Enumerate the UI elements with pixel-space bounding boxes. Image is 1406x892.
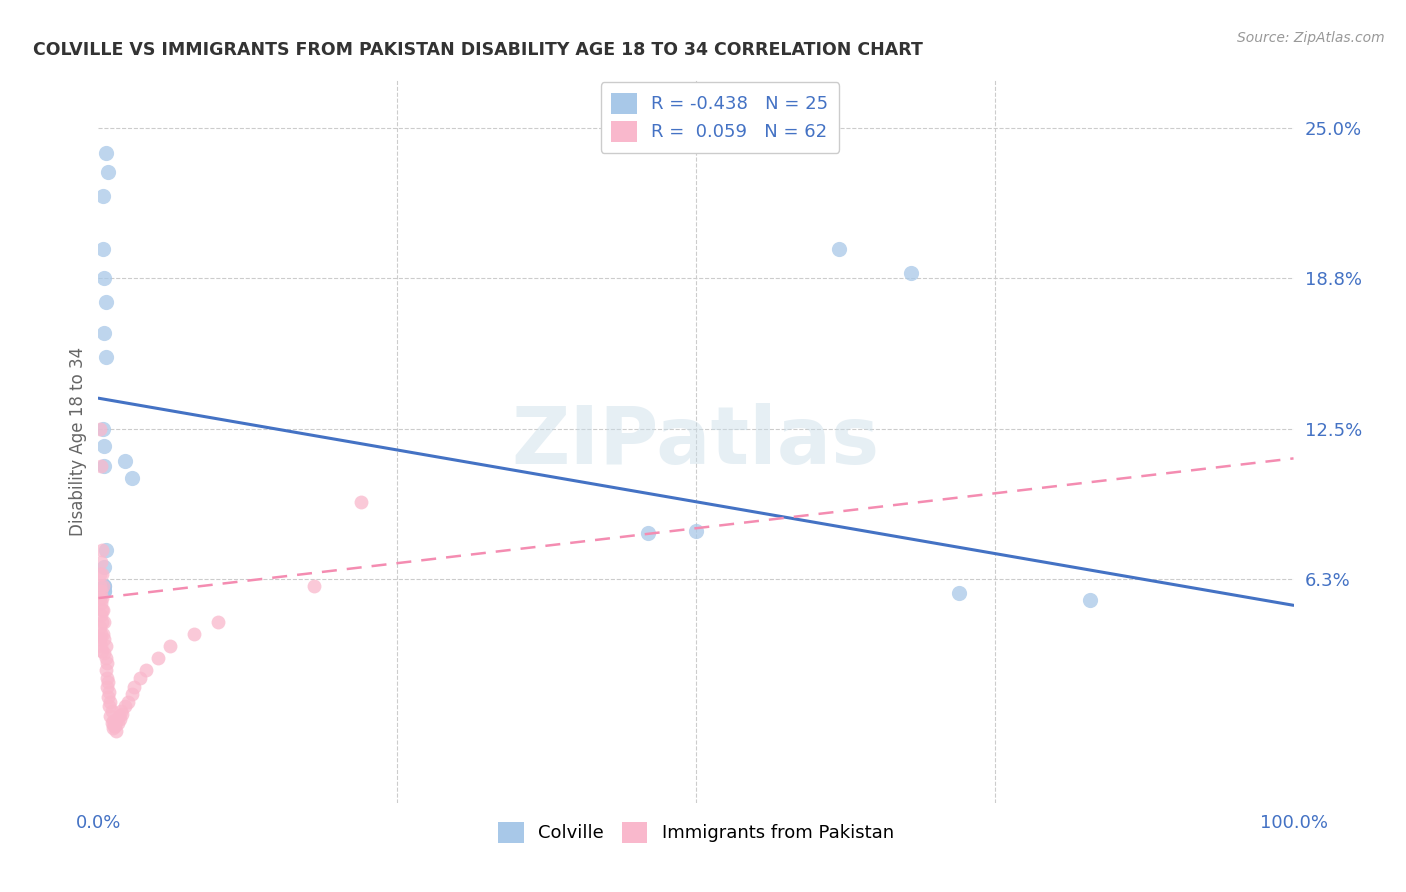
Point <box>121 471 143 485</box>
Point <box>1080 593 1102 607</box>
Text: Source: ZipAtlas.com: Source: ZipAtlas.com <box>1237 31 1385 45</box>
Point <box>89 632 111 646</box>
Point <box>105 723 128 738</box>
Point <box>93 458 115 473</box>
Point <box>91 603 114 617</box>
Point <box>108 712 131 726</box>
Point <box>90 458 112 473</box>
Point <box>121 687 143 701</box>
Point <box>90 596 112 610</box>
Point <box>94 294 117 309</box>
Point <box>93 615 115 630</box>
Point <box>89 423 111 437</box>
Point <box>100 716 122 731</box>
Point <box>91 567 114 582</box>
Point <box>93 559 115 574</box>
Point <box>302 579 325 593</box>
Point <box>93 579 115 593</box>
Point <box>96 671 118 685</box>
Point <box>96 680 118 694</box>
Point <box>183 627 205 641</box>
Point <box>104 719 127 733</box>
Point <box>98 685 121 699</box>
Point <box>91 423 114 437</box>
Point <box>94 350 117 364</box>
Point <box>91 591 114 606</box>
Point <box>89 620 111 634</box>
Legend: Colville, Immigrants from Pakistan: Colville, Immigrants from Pakistan <box>489 813 903 852</box>
Point <box>107 709 129 723</box>
Point <box>93 647 115 661</box>
Point <box>89 567 111 582</box>
Point <box>350 494 373 508</box>
Point <box>93 583 115 598</box>
Point <box>129 671 152 685</box>
Point <box>91 542 114 557</box>
Point <box>148 651 170 665</box>
Point <box>637 526 659 541</box>
Point <box>94 145 117 160</box>
Point <box>91 189 114 203</box>
Y-axis label: Disability Age 18 to 34: Disability Age 18 to 34 <box>69 347 87 536</box>
Point <box>90 607 112 622</box>
Point <box>93 583 115 598</box>
Point <box>103 719 125 733</box>
Point <box>93 579 115 593</box>
Point <box>93 632 115 646</box>
Point <box>98 695 122 709</box>
Point <box>98 709 122 723</box>
Point <box>93 439 115 453</box>
Point <box>89 591 111 606</box>
Point <box>97 690 120 704</box>
Point <box>100 704 122 718</box>
Point <box>91 615 114 630</box>
Point <box>93 270 115 285</box>
Point <box>900 266 922 280</box>
Point <box>94 651 117 665</box>
Text: ZIPatlas: ZIPatlas <box>512 402 880 481</box>
Point <box>135 664 157 678</box>
Point <box>90 639 112 653</box>
Point <box>828 242 851 256</box>
Point <box>117 695 139 709</box>
Point <box>101 714 124 728</box>
Point <box>89 579 111 593</box>
Point <box>111 706 134 721</box>
Point <box>114 699 136 714</box>
Point <box>114 454 136 468</box>
Point <box>97 165 120 179</box>
Point <box>93 326 115 341</box>
Point <box>94 664 117 678</box>
Point <box>91 644 114 658</box>
Point <box>110 704 132 718</box>
Point <box>97 675 120 690</box>
Point <box>91 579 114 593</box>
Point <box>94 542 117 557</box>
Point <box>96 656 118 670</box>
Point <box>91 242 114 256</box>
Point <box>91 627 114 641</box>
Point <box>107 716 129 731</box>
Point <box>90 583 112 598</box>
Point <box>685 524 707 538</box>
Point <box>90 555 112 569</box>
Point <box>91 603 114 617</box>
Point <box>94 639 117 653</box>
Point <box>105 714 128 728</box>
Point <box>159 639 181 653</box>
Point <box>124 680 146 694</box>
Text: COLVILLE VS IMMIGRANTS FROM PAKISTAN DISABILITY AGE 18 TO 34 CORRELATION CHART: COLVILLE VS IMMIGRANTS FROM PAKISTAN DIS… <box>32 41 922 59</box>
Point <box>948 586 970 600</box>
Point <box>98 699 121 714</box>
Point <box>207 615 229 630</box>
Point <box>90 627 112 641</box>
Point <box>101 721 124 735</box>
